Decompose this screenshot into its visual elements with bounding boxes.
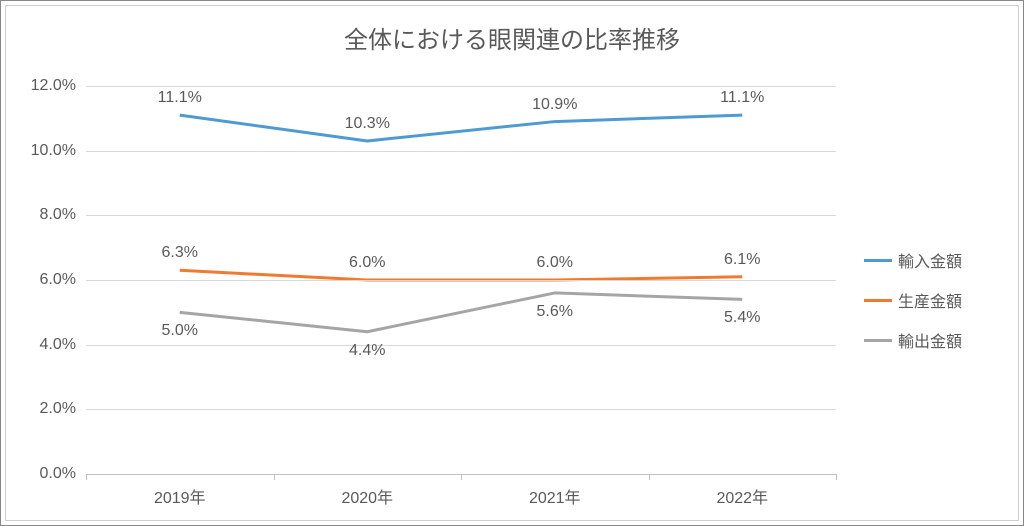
y-axis-label: 4.0%: [26, 336, 76, 354]
x-tick: [461, 474, 462, 480]
data-label: 11.1%: [720, 89, 764, 107]
series-line: [180, 115, 743, 141]
y-axis-label: 12.0%: [26, 77, 76, 95]
gridline: [86, 280, 836, 281]
data-label: 4.4%: [349, 342, 385, 360]
y-axis-label: 0.0%: [26, 465, 76, 483]
legend-label: 生産金額: [898, 288, 962, 312]
x-axis-label: 2021年: [529, 484, 581, 508]
chart-title: 全体における眼関連の比率推移: [6, 20, 1018, 55]
y-axis-label: 2.0%: [26, 400, 76, 418]
chart-inner: 全体における眼関連の比率推移 輸入金額生産金額輸出金額 0.0% 2.0% 4.0%…: [5, 5, 1019, 521]
legend-label: 輸入金額: [898, 248, 962, 272]
legend-item: 生産金額: [864, 288, 962, 312]
legend-swatch: [864, 259, 892, 262]
legend-swatch: [864, 299, 892, 302]
plot-area: [86, 86, 836, 474]
gridline: [86, 86, 836, 87]
data-label: 10.9%: [532, 96, 577, 114]
legend-item: 輸入金額: [864, 248, 962, 272]
gridline: [86, 151, 836, 152]
x-tick: [274, 474, 275, 480]
y-axis-label: 8.0%: [26, 206, 76, 224]
legend-swatch: [864, 339, 892, 342]
data-label: 5.6%: [537, 303, 573, 321]
data-label: 6.3%: [162, 244, 198, 262]
data-label: 6.0%: [537, 254, 573, 272]
series-line: [180, 293, 743, 332]
y-axis-label: 6.0%: [26, 271, 76, 289]
gridline: [86, 345, 836, 346]
x-axis-label: 2022年: [716, 484, 768, 508]
data-label: 6.1%: [724, 251, 760, 269]
gridline: [86, 215, 836, 216]
x-axis-label: 2019年: [154, 484, 206, 508]
legend-label: 輸出金額: [898, 328, 962, 352]
data-label: 10.3%: [345, 115, 390, 133]
series-line: [180, 270, 743, 280]
gridline: [86, 409, 836, 410]
legend: 輸入金額生産金額輸出金額: [864, 232, 962, 368]
data-label: 5.0%: [162, 322, 198, 340]
x-tick: [86, 474, 87, 480]
data-label: 6.0%: [349, 254, 385, 272]
y-axis-label: 10.0%: [26, 142, 76, 160]
x-tick: [836, 474, 837, 480]
legend-item: 輸出金額: [864, 328, 962, 352]
data-label: 5.4%: [724, 309, 760, 327]
chart-outer: 全体における眼関連の比率推移 輸入金額生産金額輸出金額 0.0% 2.0% 4.0%…: [0, 0, 1024, 526]
x-axis-label: 2020年: [341, 484, 393, 508]
data-label: 11.1%: [158, 89, 202, 107]
x-tick: [649, 474, 650, 480]
